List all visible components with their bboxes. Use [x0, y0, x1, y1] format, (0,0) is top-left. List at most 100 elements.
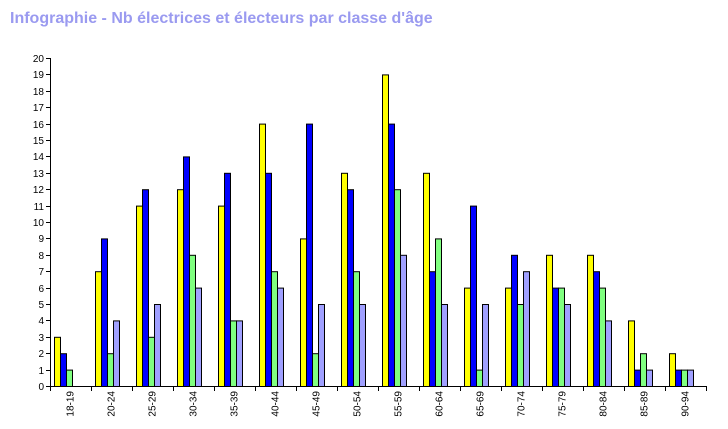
- bar: [113, 320, 120, 387]
- y-tick-label: 1: [38, 366, 44, 377]
- bar: [142, 189, 149, 387]
- bar: [552, 287, 559, 388]
- bar: [300, 238, 307, 387]
- x-tick-label: 90-94: [681, 391, 692, 417]
- bar: [341, 172, 348, 387]
- bar: [277, 287, 284, 388]
- bar: [359, 304, 366, 387]
- bar: [423, 172, 430, 387]
- bar: [265, 172, 272, 387]
- y-tick-label: 0: [38, 382, 44, 393]
- bar: [558, 287, 565, 388]
- y-tick-label: 7: [38, 267, 44, 278]
- y-tick-label: 19: [33, 70, 45, 81]
- bar: [347, 189, 354, 387]
- bar: [230, 320, 237, 387]
- bar: [136, 205, 143, 387]
- x-tick-label: 60-64: [435, 391, 446, 417]
- y-tick-label: 8: [38, 251, 44, 262]
- bar: [687, 369, 694, 388]
- y-tick-label: 3: [38, 333, 44, 344]
- bar: [66, 369, 73, 388]
- bar: [394, 189, 401, 387]
- x-tick-label: 65-69: [476, 391, 487, 417]
- bar: [681, 369, 688, 388]
- x-tick-label: 30-34: [189, 391, 200, 417]
- y-tick-label: 11: [34, 202, 45, 213]
- x-tick-label: 18-19: [66, 391, 77, 417]
- bar: [593, 271, 600, 388]
- y-tick-label: 16: [33, 120, 45, 131]
- x-tick-label: 85-89: [640, 391, 651, 417]
- bar: [675, 369, 682, 388]
- bar: [599, 287, 606, 388]
- bar: [101, 238, 108, 387]
- bar: [634, 369, 641, 388]
- bar: [476, 369, 483, 388]
- bar: [353, 271, 360, 388]
- bar: [646, 369, 653, 388]
- y-tick-label: 10: [33, 218, 45, 229]
- bar: [154, 304, 161, 387]
- bar: [218, 205, 225, 387]
- bar: [441, 304, 448, 387]
- bar: [388, 123, 395, 387]
- x-tick-label: 70-74: [517, 391, 528, 417]
- bar: [148, 336, 155, 387]
- bar: [236, 320, 243, 387]
- bar: [189, 254, 196, 387]
- y-tick-label: 4: [38, 316, 44, 327]
- x-tick-label: 20-24: [107, 391, 118, 417]
- x-tick-label: 35-39: [230, 391, 241, 417]
- bar: [224, 172, 231, 387]
- bar: [54, 336, 61, 387]
- bar: [429, 271, 436, 388]
- bar: [546, 254, 553, 387]
- bar: [564, 304, 571, 387]
- bar: [107, 353, 114, 388]
- bar: [60, 353, 67, 388]
- bar: [271, 271, 278, 388]
- bar: [470, 205, 477, 387]
- bar: [517, 304, 524, 387]
- bar: [640, 353, 647, 388]
- x-tick-label: 40-44: [271, 391, 282, 417]
- bar: [382, 74, 389, 388]
- bar: [400, 254, 407, 387]
- bar: [312, 353, 319, 388]
- y-tick-label: 6: [38, 284, 44, 295]
- x-tick-label: 80-84: [599, 391, 610, 417]
- y-tick-label: 18: [33, 87, 45, 98]
- y-tick-label: 5: [38, 300, 44, 311]
- bar: [195, 287, 202, 388]
- chart-title: Infographie - Nb électrices et électeurs…: [10, 10, 433, 27]
- bar: [587, 254, 594, 387]
- y-tick-label: 17: [33, 103, 45, 114]
- bar: [177, 189, 184, 387]
- y-tick-label: 12: [33, 185, 45, 196]
- bar: [605, 320, 612, 387]
- bar: [464, 287, 471, 388]
- x-tick-label: 50-54: [353, 391, 364, 417]
- x-tick-label: 75-79: [558, 391, 569, 417]
- bar: [669, 353, 676, 388]
- bar: [306, 123, 313, 387]
- bar: [511, 254, 518, 387]
- bar: [183, 156, 190, 387]
- y-tick-label: 2: [38, 349, 44, 360]
- bar: [318, 304, 325, 387]
- y-tick-label: 20: [33, 54, 45, 65]
- y-tick-label: 15: [33, 136, 45, 147]
- bar: [523, 271, 530, 388]
- x-tick-label: 55-59: [394, 391, 405, 417]
- bar: [628, 320, 635, 387]
- bar: [505, 287, 512, 388]
- y-tick-label: 14: [33, 152, 45, 163]
- x-tick-label: 45-49: [312, 391, 323, 417]
- x-tick-label: 25-29: [148, 391, 159, 417]
- y-tick-label: 9: [38, 234, 44, 245]
- bar: [95, 271, 102, 388]
- bar: [259, 123, 266, 387]
- y-tick-label: 13: [33, 169, 45, 180]
